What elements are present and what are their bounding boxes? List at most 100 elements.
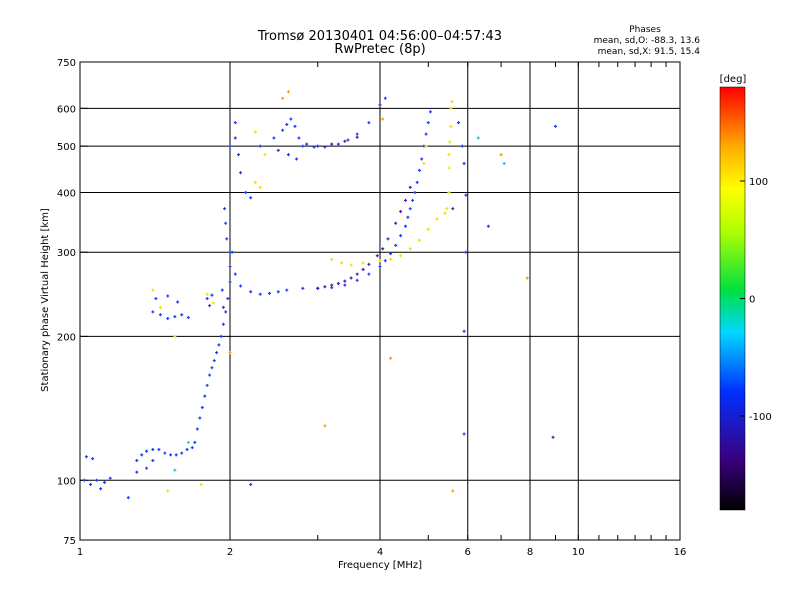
data-point <box>336 142 340 146</box>
data-point <box>276 290 280 294</box>
colorbar-tick-label: 0 <box>749 295 755 306</box>
data-point <box>316 286 320 290</box>
data-point <box>403 198 407 202</box>
chart-subtitle: RwPretec (8p) <box>334 42 425 57</box>
data-point <box>154 297 158 301</box>
data-point <box>219 334 223 338</box>
data-point <box>389 356 393 360</box>
data-point <box>281 96 285 100</box>
data-point <box>180 313 184 317</box>
colorbar-tick-label: 100 <box>749 177 768 188</box>
data-point <box>367 262 371 266</box>
data-point <box>157 447 161 451</box>
data-point <box>424 144 428 148</box>
data-point <box>267 291 271 295</box>
data-point <box>186 316 190 320</box>
data-point <box>399 210 403 214</box>
data-point <box>355 132 359 136</box>
data-point <box>301 144 305 148</box>
data-point <box>383 96 387 100</box>
data-point <box>249 482 253 486</box>
y-axis-label: Stationary phase Virtual Height [km] <box>40 208 51 392</box>
data-point <box>316 144 320 148</box>
phase-heading: Phases <box>629 25 661 35</box>
data-point <box>158 305 162 309</box>
x-tick-label: 1 <box>77 547 83 558</box>
data-point <box>408 247 412 251</box>
data-point <box>375 254 379 258</box>
data-point <box>367 121 371 125</box>
data-point <box>239 171 243 175</box>
data-point <box>445 207 449 211</box>
data-point <box>399 234 403 238</box>
data-point <box>258 292 262 296</box>
data-point <box>355 135 359 139</box>
data-point <box>394 221 398 225</box>
data-point <box>276 148 280 152</box>
grid-lines <box>80 62 680 540</box>
data-point <box>145 466 149 470</box>
data-point <box>249 290 253 294</box>
data-point <box>205 292 209 296</box>
data-point <box>426 121 430 125</box>
data-point <box>169 453 173 457</box>
data-point <box>343 283 347 287</box>
data-point <box>151 458 155 462</box>
data-point <box>411 198 415 202</box>
data-point <box>378 265 382 269</box>
data-point <box>289 117 293 121</box>
data-point <box>346 138 350 142</box>
data-point <box>499 153 503 157</box>
x-tick-label: 2 <box>227 547 233 558</box>
data-point <box>297 136 301 140</box>
data-point <box>426 227 430 231</box>
data-point <box>340 261 344 265</box>
data-point <box>166 489 170 493</box>
colorbar-tick-label: -100 <box>749 412 772 423</box>
y-tick-label: 500 <box>57 142 76 153</box>
x-tick-label: 6 <box>465 547 471 558</box>
data-point <box>166 294 170 298</box>
phase-mean-o: mean, sd,O: -88.3, 13.6 <box>594 36 701 46</box>
data-point <box>343 279 347 283</box>
data-point <box>330 283 334 287</box>
data-point <box>205 297 209 301</box>
data-point <box>230 250 234 254</box>
data-point <box>205 383 209 387</box>
data-point <box>330 142 334 146</box>
data-point <box>158 313 162 317</box>
x-axis-ticks: 1 2 4 6 8 10 16 <box>77 62 686 558</box>
data-point <box>394 243 398 247</box>
data-point <box>200 405 204 409</box>
data-point <box>151 310 155 314</box>
data-point <box>450 100 454 104</box>
data-point <box>301 286 305 290</box>
data-point <box>91 457 95 461</box>
y-tick-label: 600 <box>57 104 76 115</box>
data-point <box>349 263 353 267</box>
data-point <box>295 157 299 161</box>
data-point <box>449 106 453 110</box>
data-point <box>285 123 289 127</box>
data-point <box>293 124 297 128</box>
data-point <box>378 259 382 263</box>
data-point <box>286 153 290 157</box>
data-point <box>244 190 248 194</box>
data-point <box>343 139 347 143</box>
data-point <box>457 121 461 125</box>
data-point <box>151 447 155 451</box>
y-tick-label: 200 <box>57 332 76 343</box>
data-point <box>408 185 412 189</box>
data-point <box>212 359 216 363</box>
y-tick-label: 75 <box>63 536 76 547</box>
data-point <box>408 207 412 211</box>
colorbar-label: [deg] <box>720 74 747 85</box>
data-point <box>451 207 455 211</box>
data-point <box>399 254 403 258</box>
data-point <box>173 334 177 338</box>
data-point <box>286 90 290 94</box>
data-point <box>413 190 417 194</box>
data-point <box>225 237 229 241</box>
data-point <box>449 124 453 128</box>
data-point <box>203 394 207 398</box>
